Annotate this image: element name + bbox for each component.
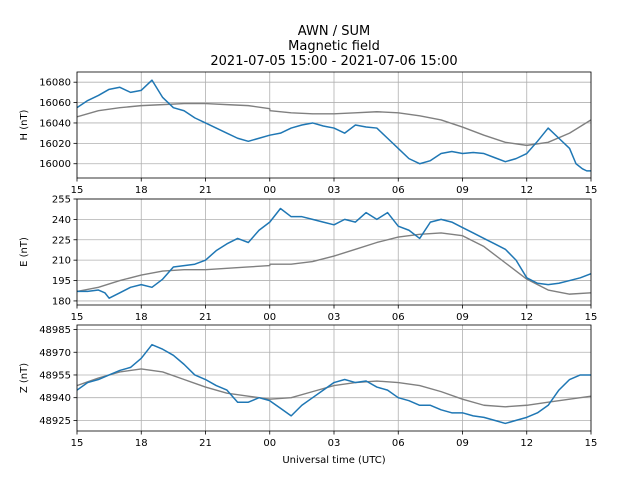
y-tick-label-0-0: 16000 xyxy=(39,159,71,170)
x-tick-label-0-5: 06 xyxy=(392,185,405,196)
y-tick-label-1-5: 255 xyxy=(52,195,71,206)
y-tick-label-1-4: 240 xyxy=(52,215,71,226)
series-line-measured-0 xyxy=(77,79,591,172)
x-tick-label-2-8: 15 xyxy=(585,438,598,449)
x-tick-label-2-3: 00 xyxy=(263,438,276,449)
y-axis-label-2: Z (nT) xyxy=(19,363,30,393)
series-line-measured-1 xyxy=(77,207,591,299)
y-tick-label-1-1: 195 xyxy=(52,276,71,287)
x-tick-label-1-2: 21 xyxy=(199,312,212,323)
x-tick-label-0-4: 03 xyxy=(328,185,341,196)
y-tick-label-1-0: 180 xyxy=(52,296,71,307)
x-tick-label-0-1: 18 xyxy=(135,185,148,196)
y-tick-label-0-2: 16040 xyxy=(39,118,71,129)
x-tick-label-0-2: 21 xyxy=(199,185,212,196)
chart-title: AWN / SUM Magnetic field 2021-07-05 15:0… xyxy=(0,24,640,69)
x-tick-label-1-0: 15 xyxy=(71,312,84,323)
x-tick-label-1-5: 06 xyxy=(392,312,405,323)
y-tick-label-2-4: 48985 xyxy=(39,325,71,336)
x-tick-label-0-3: 00 xyxy=(263,185,276,196)
y-tick-label-2-1: 48940 xyxy=(39,393,71,404)
y-tick-label-0-1: 16020 xyxy=(39,139,71,150)
x-tick-label-2-7: 12 xyxy=(520,438,533,449)
x-tick-label-2-0: 15 xyxy=(71,438,84,449)
y-tick-label-0-3: 16060 xyxy=(39,98,71,109)
title-line-station: AWN / SUM xyxy=(297,24,371,39)
series-line-model-1 xyxy=(77,232,591,295)
x-axis-label: Universal time (UTC) xyxy=(282,455,385,466)
x-tick-label-1-8: 15 xyxy=(585,312,598,323)
x-tick-label-1-3: 00 xyxy=(263,312,276,323)
y-tick-label-1-2: 210 xyxy=(52,256,71,267)
title-line-range: 2021-07-05 15:00 - 2021-07-06 15:00 xyxy=(210,54,458,69)
x-tick-label-1-6: 09 xyxy=(456,312,469,323)
series-line-measured-2 xyxy=(77,343,591,425)
title-line-quantity: Magnetic field xyxy=(288,39,380,54)
y-tick-label-1-3: 225 xyxy=(52,235,71,246)
x-tick-label-1-7: 12 xyxy=(520,312,533,323)
x-tick-label-0-0: 15 xyxy=(71,185,84,196)
x-tick-label-1-1: 18 xyxy=(135,312,148,323)
series-line-model-2 xyxy=(77,368,591,408)
x-tick-label-1-4: 03 xyxy=(328,312,341,323)
x-tick-label-0-8: 15 xyxy=(585,185,598,196)
series-line-model-0 xyxy=(77,102,591,147)
y-axis-label-0: H (nT) xyxy=(19,109,30,140)
x-tick-label-2-2: 21 xyxy=(199,438,212,449)
x-tick-label-2-5: 06 xyxy=(392,438,405,449)
y-tick-label-2-3: 48970 xyxy=(39,348,71,359)
x-tick-label-2-6: 09 xyxy=(456,438,469,449)
y-tick-label-0-4: 16080 xyxy=(39,78,71,89)
y-tick-label-2-0: 48925 xyxy=(39,416,71,427)
x-tick-label-0-6: 09 xyxy=(456,185,469,196)
y-axis-label-1: E (nT) xyxy=(19,237,30,267)
x-tick-label-2-1: 18 xyxy=(135,438,148,449)
y-tick-label-2-2: 48955 xyxy=(39,370,71,381)
x-tick-label-0-7: 12 xyxy=(520,185,533,196)
x-tick-label-2-4: 03 xyxy=(328,438,341,449)
